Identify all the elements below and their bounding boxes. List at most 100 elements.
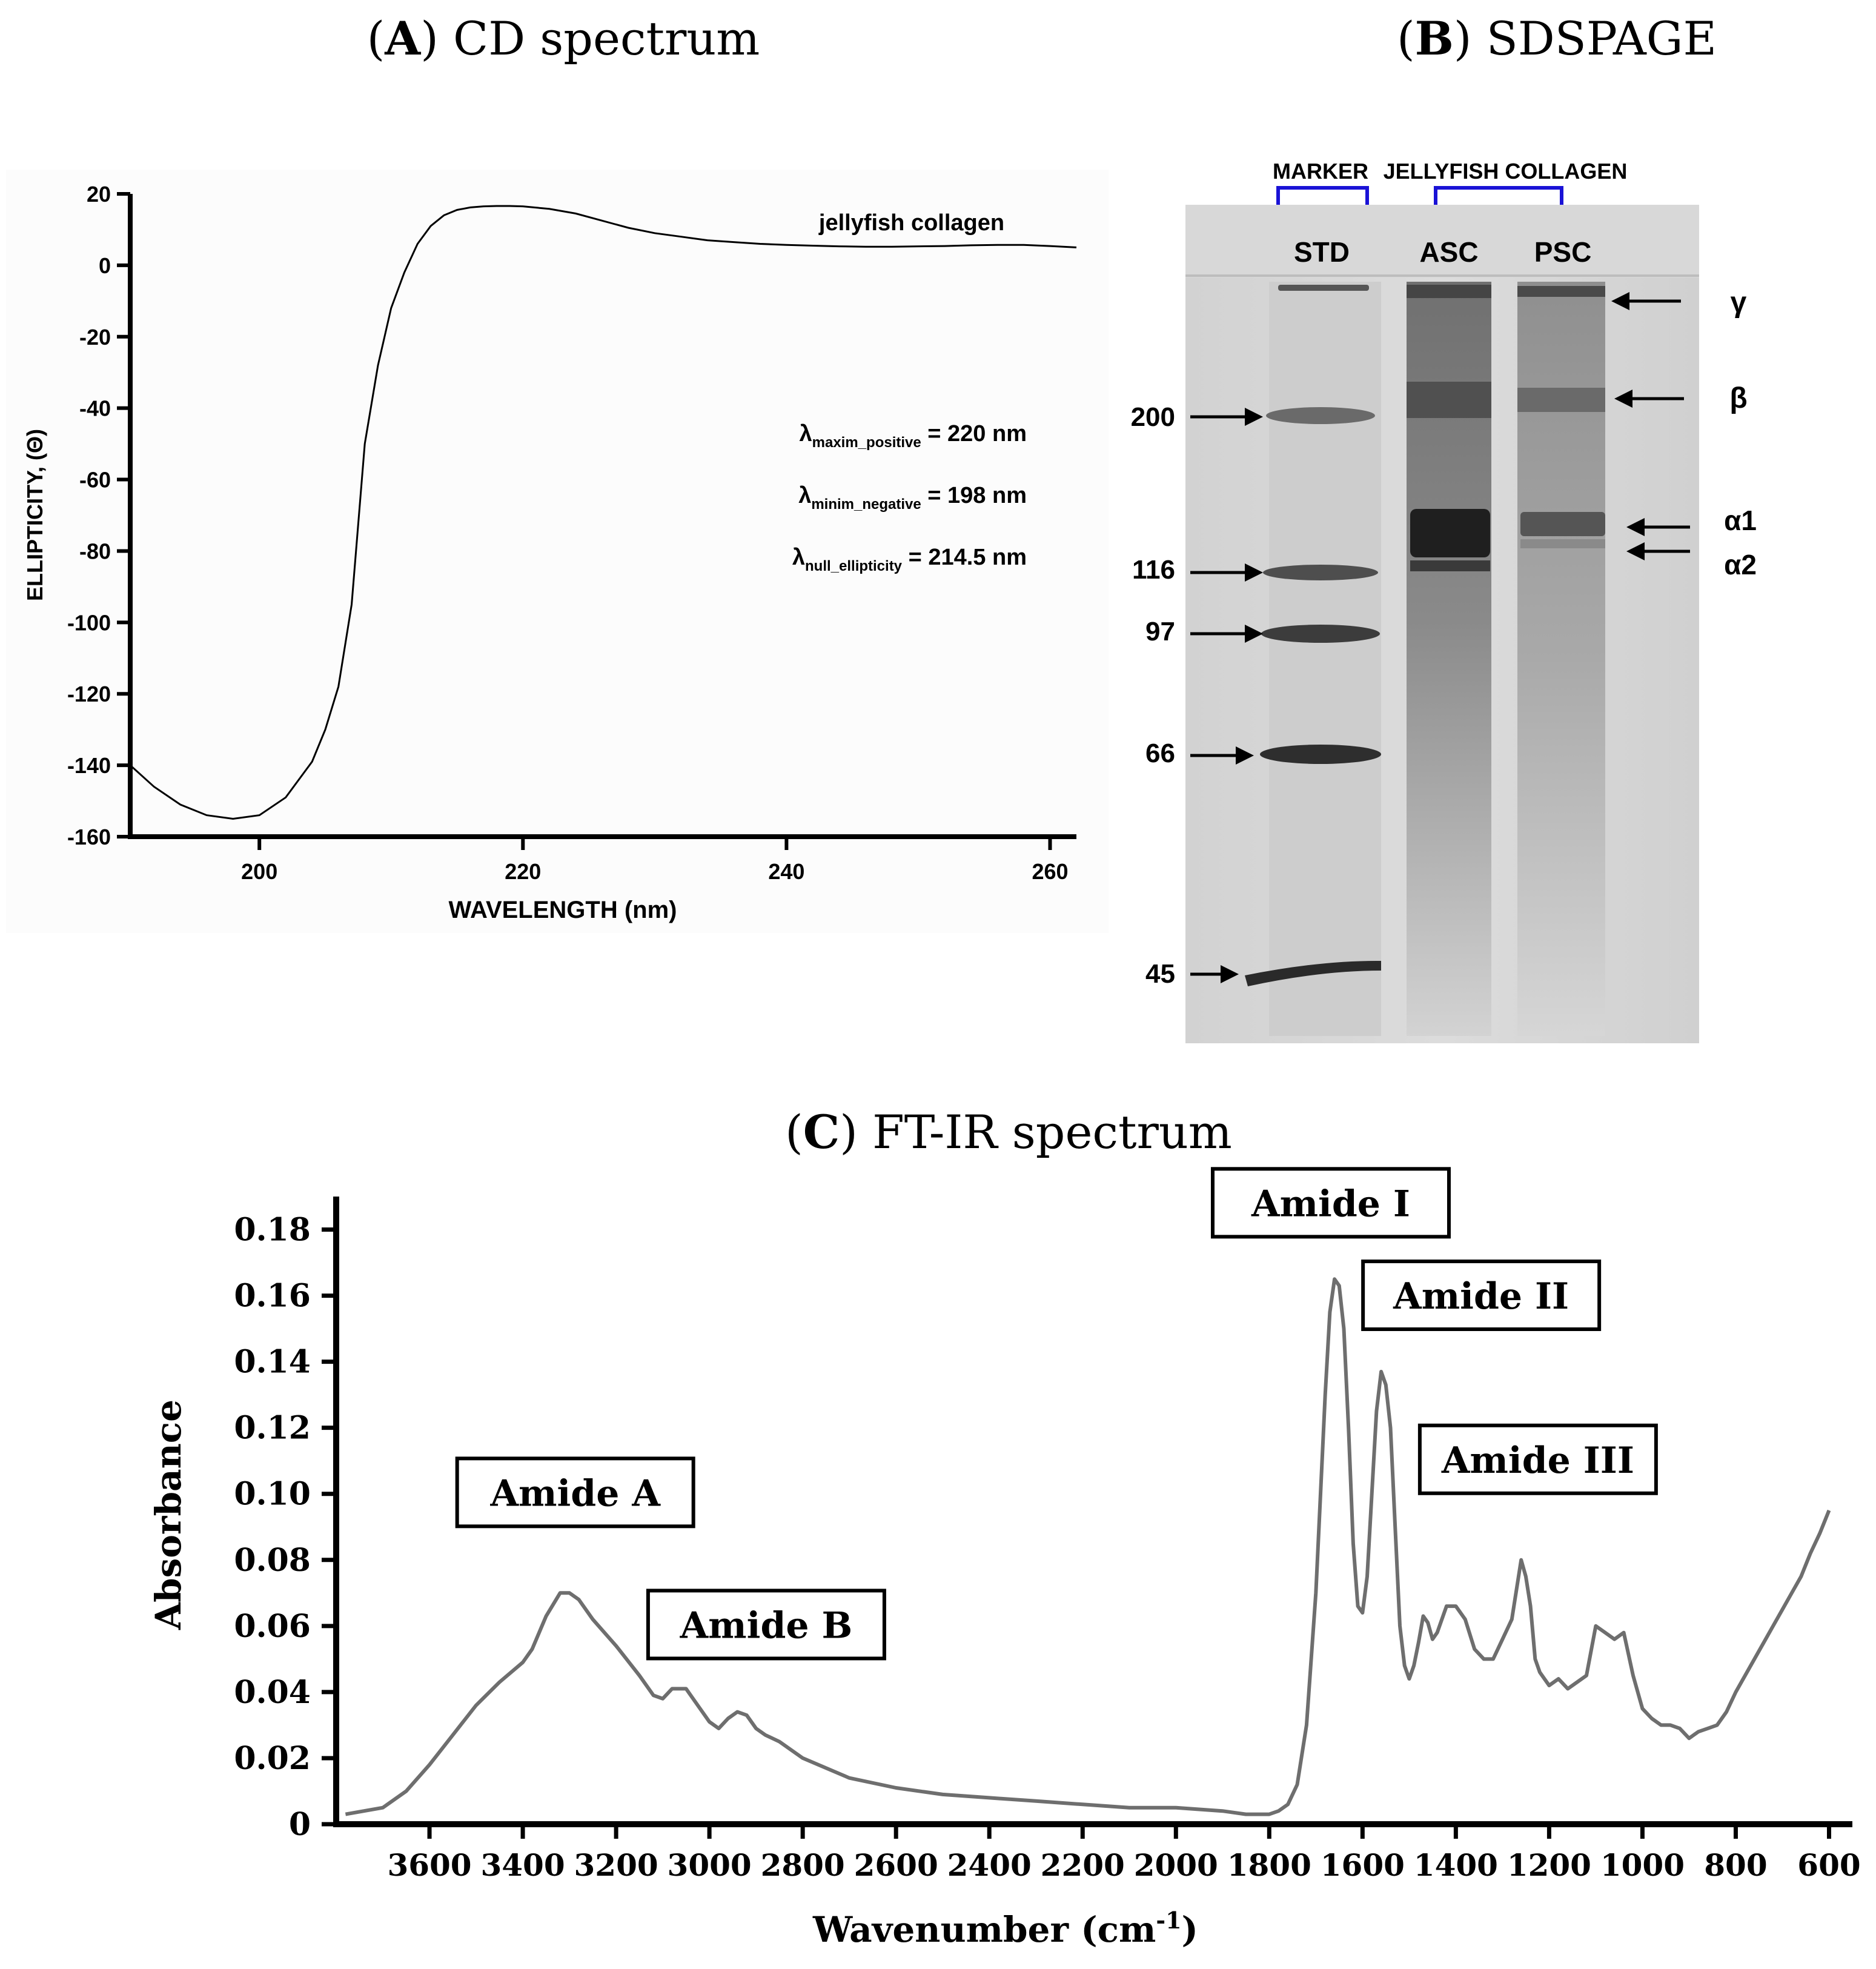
psc-band-alpha2 xyxy=(1520,539,1605,548)
marker-size-116: 116 xyxy=(1132,555,1175,585)
ftir-x-tick-label: 3400 xyxy=(480,1847,565,1883)
ftir-x-tick-label: 1800 xyxy=(1227,1847,1311,1883)
chain-label-gamma: γ xyxy=(1731,287,1747,319)
ftir-y-tick-label: 0.10 xyxy=(234,1476,311,1513)
cd-y-tick-label: 0 xyxy=(99,253,111,278)
ftir-x-tick-label: 600 xyxy=(1797,1847,1860,1883)
ftir-y-tick-label: 0.14 xyxy=(234,1344,311,1381)
std-band-45 xyxy=(1245,960,1381,986)
std-band-116 xyxy=(1263,565,1378,580)
psc-band-gamma xyxy=(1517,286,1605,297)
gel-image xyxy=(1185,205,1699,1043)
marker-size-200: 200 xyxy=(1131,402,1175,432)
cd-x-tick-label: 200 xyxy=(241,859,277,884)
sds-page-gel-panel: MARKER JELLYFISH COLLAGEN xyxy=(1131,159,1757,1043)
ftir-annotation-label: Amide II xyxy=(1393,1275,1569,1318)
cd-annotation-null: λnull_ellipticity = 214.5 nm xyxy=(792,545,1027,574)
panel-b-title-text: SDSPAGE xyxy=(1487,12,1717,65)
ftir-x-tick-label: 2000 xyxy=(1134,1847,1218,1883)
marker-size-45: 45 xyxy=(1145,959,1175,989)
ftir-x-tick-label: 1400 xyxy=(1414,1847,1498,1883)
ftir-x-tick-label: 3200 xyxy=(574,1847,658,1883)
asc-band-alpha2 xyxy=(1410,560,1490,571)
asc-band-alpha1 xyxy=(1410,509,1490,557)
std-band-97 xyxy=(1261,625,1380,643)
std-band-top xyxy=(1278,285,1369,291)
ftir-peak-annotations: Amide A Amide B Amide I Amide II Amide III xyxy=(455,1167,1658,1661)
panel-b-title: (B) SDSPAGE xyxy=(1397,12,1717,65)
lane-label-psc: PSC xyxy=(1534,236,1592,268)
std-band-66 xyxy=(1260,745,1381,764)
std-band-200 xyxy=(1266,407,1375,424)
collagen-group-label: JELLYFISH COLLAGEN xyxy=(1384,159,1628,184)
ftir-x-axis-label: Wavenumber (cm-1) xyxy=(812,1907,1198,1950)
ftir-y-tick-label: 0.18 xyxy=(234,1212,311,1249)
cd-y-axis-label: ELLIPTICITY, (Θ) xyxy=(22,429,47,601)
ftir-annotation-box: Amide I xyxy=(1210,1167,1451,1239)
cd-y-tick-label: -20 xyxy=(79,325,111,350)
cd-annotations: λmaxim_positive = 220 nm λminim_negative… xyxy=(792,421,1027,574)
cd-x-axis-label: WAVELENGTH (nm) xyxy=(448,897,677,923)
ftir-x-tick-label: 1200 xyxy=(1507,1847,1591,1883)
panel-b-letter: B xyxy=(1415,12,1454,65)
ftir-annotation-label: Amide III xyxy=(1441,1439,1634,1482)
ftir-y-tick-label: 0.16 xyxy=(234,1278,311,1315)
ftir-y-axis-label: Absorbance xyxy=(148,1400,189,1630)
ftir-y-tick-label: 0.08 xyxy=(234,1542,311,1579)
psc-band-beta xyxy=(1517,388,1605,412)
ftir-y-tick-label: 0.12 xyxy=(234,1410,311,1447)
cd-plot-background xyxy=(6,170,1109,933)
chain-label-alpha2: α2 xyxy=(1724,549,1757,580)
std-lane xyxy=(1269,282,1381,1036)
cd-y-tick-label: -60 xyxy=(79,468,111,493)
cd-annotation-max: λmaxim_positive = 220 nm xyxy=(800,421,1027,451)
collagen-bracket xyxy=(1434,186,1563,206)
panel-a-title-text: CD spectrum xyxy=(453,12,760,65)
ftir-annotation-label: Amide I xyxy=(1251,1183,1410,1225)
asc-band-gamma xyxy=(1407,285,1491,298)
cd-legend-label: jellyfish collagen xyxy=(818,210,1004,236)
ftir-x-tick-label: 800 xyxy=(1704,1847,1767,1883)
panel-c-title: (C) FT-IR spectrum xyxy=(785,1105,1232,1159)
ftir-x-tick-label: 1000 xyxy=(1600,1847,1685,1883)
ftir-annotation-label: Amide A xyxy=(489,1472,661,1515)
marker-bracket xyxy=(1276,186,1369,206)
lane-label-asc: ASC xyxy=(1419,236,1478,268)
ftir-x-tick-label: 3000 xyxy=(668,1847,752,1883)
ftir-y-tick-label: 0.02 xyxy=(234,1740,311,1777)
panel-a-title: (A) CD spectrum xyxy=(367,12,760,65)
cd-x-tick-label: 240 xyxy=(768,859,804,884)
panel-c-letter: C xyxy=(803,1105,840,1159)
cd-annotation-min: λminim_negative = 198 nm xyxy=(798,483,1027,513)
ftir-annotation-box: Amide III xyxy=(1417,1423,1658,1495)
asc-band-beta xyxy=(1407,382,1491,418)
cd-y-tick-label: 20 xyxy=(87,182,111,207)
cd-y-tick-label: -140 xyxy=(67,753,111,778)
cd-y-tick-label: -100 xyxy=(67,610,111,635)
cd-x-tick-label: 260 xyxy=(1032,859,1068,884)
ftir-y-tick-label: 0.04 xyxy=(234,1674,311,1711)
marker-size-66: 66 xyxy=(1145,739,1175,768)
cd-series-line xyxy=(129,205,1077,820)
ftir-spectrum-chart: 0 0.02 0.04 0.06 0.08 0.10 0.12 0.14 0.16 0.18 360… xyxy=(148,1167,1861,1950)
cd-y-tick-label: -120 xyxy=(67,682,111,706)
cd-y-tick-label: -80 xyxy=(79,539,111,563)
ftir-x-tick-label: 2200 xyxy=(1041,1847,1125,1883)
ftir-axis-ticks: 0 0.02 0.04 0.06 0.08 0.10 0.12 0.14 0.16 0.18 360… xyxy=(234,1212,1860,1883)
ftir-annotation-box: Amide II xyxy=(1361,1259,1602,1331)
marker-size-97: 97 xyxy=(1145,617,1175,646)
panel-c-title-text: FT-IR spectrum xyxy=(872,1105,1232,1159)
ftir-x-tick-label: 2400 xyxy=(947,1847,1032,1883)
ftir-series-line xyxy=(345,1277,1831,1816)
chain-label-beta: β xyxy=(1729,382,1747,414)
ftir-annotation-box: Amide A xyxy=(455,1456,695,1529)
marker-group-label: MARKER xyxy=(1273,159,1368,184)
psc-band-alpha1 xyxy=(1520,512,1605,536)
ftir-annotation-box: Amide B xyxy=(646,1589,886,1661)
ftir-x-tick-label: 1600 xyxy=(1321,1847,1405,1883)
ftir-y-tick-label: 0 xyxy=(289,1806,311,1843)
cd-y-tick-label: -40 xyxy=(79,396,111,421)
chain-label-alpha1: α1 xyxy=(1724,505,1757,536)
